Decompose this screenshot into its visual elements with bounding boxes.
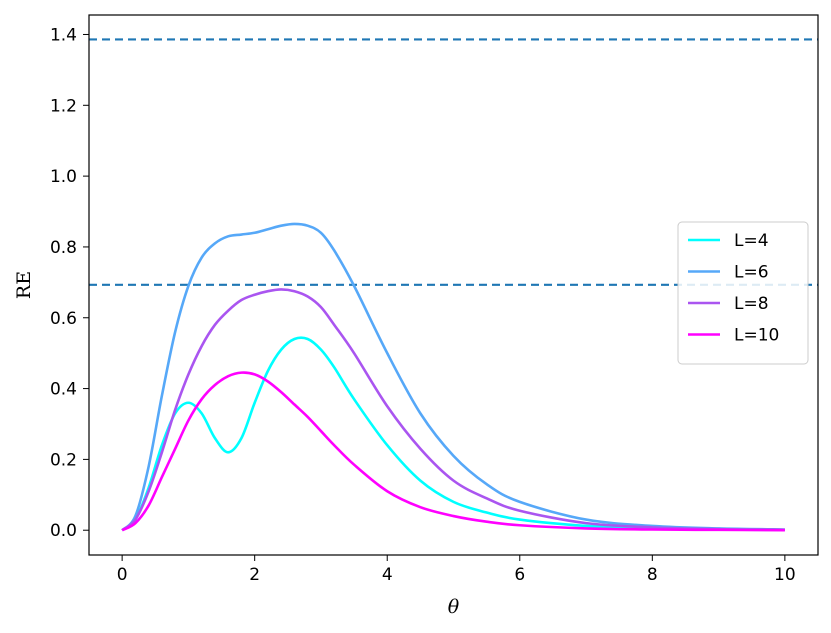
legend-label: L=6 [734, 263, 769, 283]
y-tick-label: 0.2 [50, 450, 77, 470]
legend-box [677, 221, 809, 365]
y-tick-label: 1.4 [50, 25, 77, 45]
y-tick-label: 1.2 [50, 96, 77, 116]
x-axis: 0 2 4 6 8 10 [117, 555, 796, 585]
legend-label: L=10 [734, 326, 779, 346]
series-group [121, 222, 785, 532]
x-tick-label: 10 [774, 565, 796, 585]
x-tick-label: 8 [647, 565, 658, 585]
x-tick-label: 6 [514, 565, 525, 585]
x-tick-label: 0 [117, 565, 128, 585]
y-tick-label: 0.0 [50, 521, 77, 541]
y-tick-label: 0.4 [50, 380, 77, 400]
legend-label: L=4 [734, 231, 769, 251]
legend: L=4 L=6 L=8 L=10 [677, 221, 809, 365]
series-line-l10 [121, 371, 785, 532]
series-line-l8 [121, 288, 785, 532]
y-axis-label: RE [13, 271, 35, 299]
y-axis: 0.0 0.2 0.4 0.6 0.8 1.0 1.2 1.4 [50, 25, 89, 541]
reference-lines [89, 38, 818, 286]
y-tick-label: 0.6 [50, 309, 77, 329]
x-axis-label: θ [448, 596, 460, 618]
legend-label: L=8 [734, 294, 769, 314]
x-tick-label: 4 [382, 565, 393, 585]
series-line-l6 [121, 222, 785, 532]
y-tick-label: 0.8 [50, 238, 77, 258]
series-line-l4 [121, 336, 785, 532]
x-tick-label: 2 [249, 565, 260, 585]
axes-frame [88, 14, 819, 556]
y-tick-label: 1.0 [50, 167, 77, 187]
